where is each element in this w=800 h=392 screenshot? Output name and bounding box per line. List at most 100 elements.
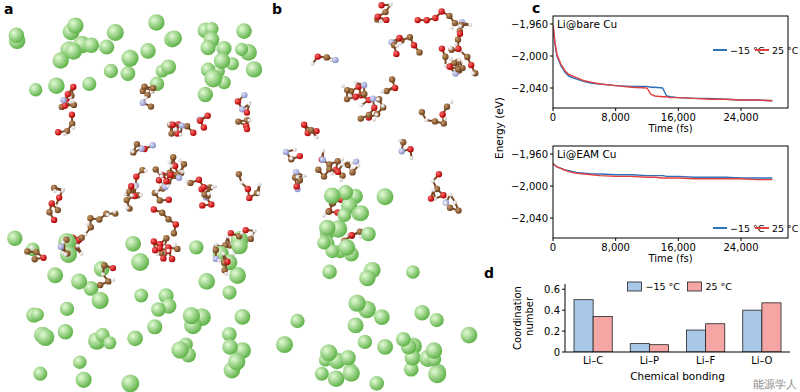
molecule-atom [361, 82, 367, 88]
hydrogen-atom [155, 190, 159, 194]
molecule-atom [283, 149, 289, 155]
molecule-atom [419, 109, 425, 115]
molecule-atom [221, 252, 225, 256]
molecule-atom [166, 197, 172, 203]
molecule-atom [46, 209, 52, 215]
li-atom [91, 292, 108, 309]
molecule-atom [168, 130, 174, 136]
molecule-atom [448, 193, 452, 197]
li-atom [31, 308, 44, 321]
li-atom [76, 372, 92, 388]
hydrogen-atom [53, 189, 57, 193]
li-atom [337, 208, 351, 222]
molecule-atom [468, 62, 474, 68]
molecule-atom [341, 162, 345, 166]
bond [418, 12, 455, 24]
x-axis [565, 352, 790, 353]
hydrogen-atom [106, 213, 110, 217]
molecule-atom [455, 66, 461, 72]
molecule-atom [169, 164, 173, 168]
li-atom [228, 353, 245, 370]
hydrogen-atom [166, 184, 170, 188]
molecule-atom [163, 178, 169, 184]
molecule-atom [359, 103, 363, 107]
molecule-atom [411, 42, 417, 48]
molecule-atom [159, 174, 163, 178]
li-atom [222, 286, 236, 300]
bond [239, 174, 260, 198]
li-atom [134, 289, 148, 303]
x-tick-label: 24,000 [724, 242, 759, 253]
li-atom [121, 374, 139, 392]
molecule-atom [348, 232, 354, 238]
hydrogen-atom [450, 100, 454, 104]
hydrogen-atom [207, 192, 211, 196]
hydrogen-atom [374, 113, 378, 117]
hydrogen-atom [372, 118, 376, 122]
li-atom [338, 239, 355, 256]
molecule-atom [464, 54, 470, 60]
molecule-atom [58, 244, 64, 250]
bond [452, 50, 476, 73]
li-atom [214, 53, 230, 69]
hydrogen-atom [185, 180, 189, 184]
molecule-atom [208, 201, 214, 207]
molecule-atom [165, 216, 171, 222]
li-atom [234, 309, 250, 325]
li-atom [222, 339, 238, 355]
molecule-atom [396, 35, 402, 41]
y-tick-label: −2,000 [511, 181, 548, 192]
molecule-atom [148, 103, 154, 109]
li-atom [120, 66, 135, 81]
molecule-atom [407, 34, 413, 40]
molecule-atom [410, 156, 414, 160]
li-atom [151, 302, 166, 317]
molecule-atom [374, 111, 380, 117]
molecule-atom [179, 122, 185, 128]
li-atom [167, 31, 182, 46]
molecule-atom [140, 100, 146, 106]
panel-label: d [484, 265, 494, 281]
li-atom [235, 43, 248, 56]
molecule-atom [101, 262, 107, 268]
x-tick-label: 8,000 [601, 242, 630, 253]
li-atom [148, 14, 164, 30]
line-chart: c−1,960−2,000−2,04008,00016,00024,000Li@… [493, 0, 799, 159]
li-atom [324, 187, 340, 203]
molecule-atom [335, 169, 341, 175]
molecule-atom [244, 109, 250, 115]
chart-title: Li@EAM Cu [557, 148, 616, 160]
li-atom [338, 185, 353, 200]
bars [574, 300, 781, 352]
li-atom [131, 253, 149, 271]
li-atom [406, 265, 420, 279]
molecule-atom [253, 229, 257, 233]
molecule-atom [205, 113, 211, 119]
hydrogen-atom [71, 126, 75, 130]
molecule-atom [157, 245, 163, 251]
bar [706, 324, 725, 352]
molecule-atom [446, 13, 452, 19]
molecule-atom [176, 175, 182, 181]
molecule-atom [455, 207, 461, 213]
bar [649, 345, 668, 352]
hydrogen-atom [248, 118, 252, 122]
molecule-atom [432, 118, 438, 124]
li-atom [84, 37, 100, 53]
bond [154, 210, 176, 234]
molecule-atom [150, 85, 156, 91]
molecule-atom [60, 97, 66, 103]
li-atom [29, 83, 42, 96]
molecule-atom [356, 164, 360, 168]
molecule-atom [87, 215, 93, 221]
y-tick-label: 0.4 [544, 305, 560, 316]
watermark: 能源学人 [753, 378, 797, 391]
legend-swatch [688, 282, 702, 291]
molecule-atom [173, 221, 179, 227]
li-atom [60, 302, 74, 316]
li-atom [103, 336, 116, 349]
plot-frame [553, 16, 788, 108]
molecule-atom [56, 194, 62, 200]
molecule-atom [438, 8, 444, 14]
molecule-atom [455, 46, 461, 52]
